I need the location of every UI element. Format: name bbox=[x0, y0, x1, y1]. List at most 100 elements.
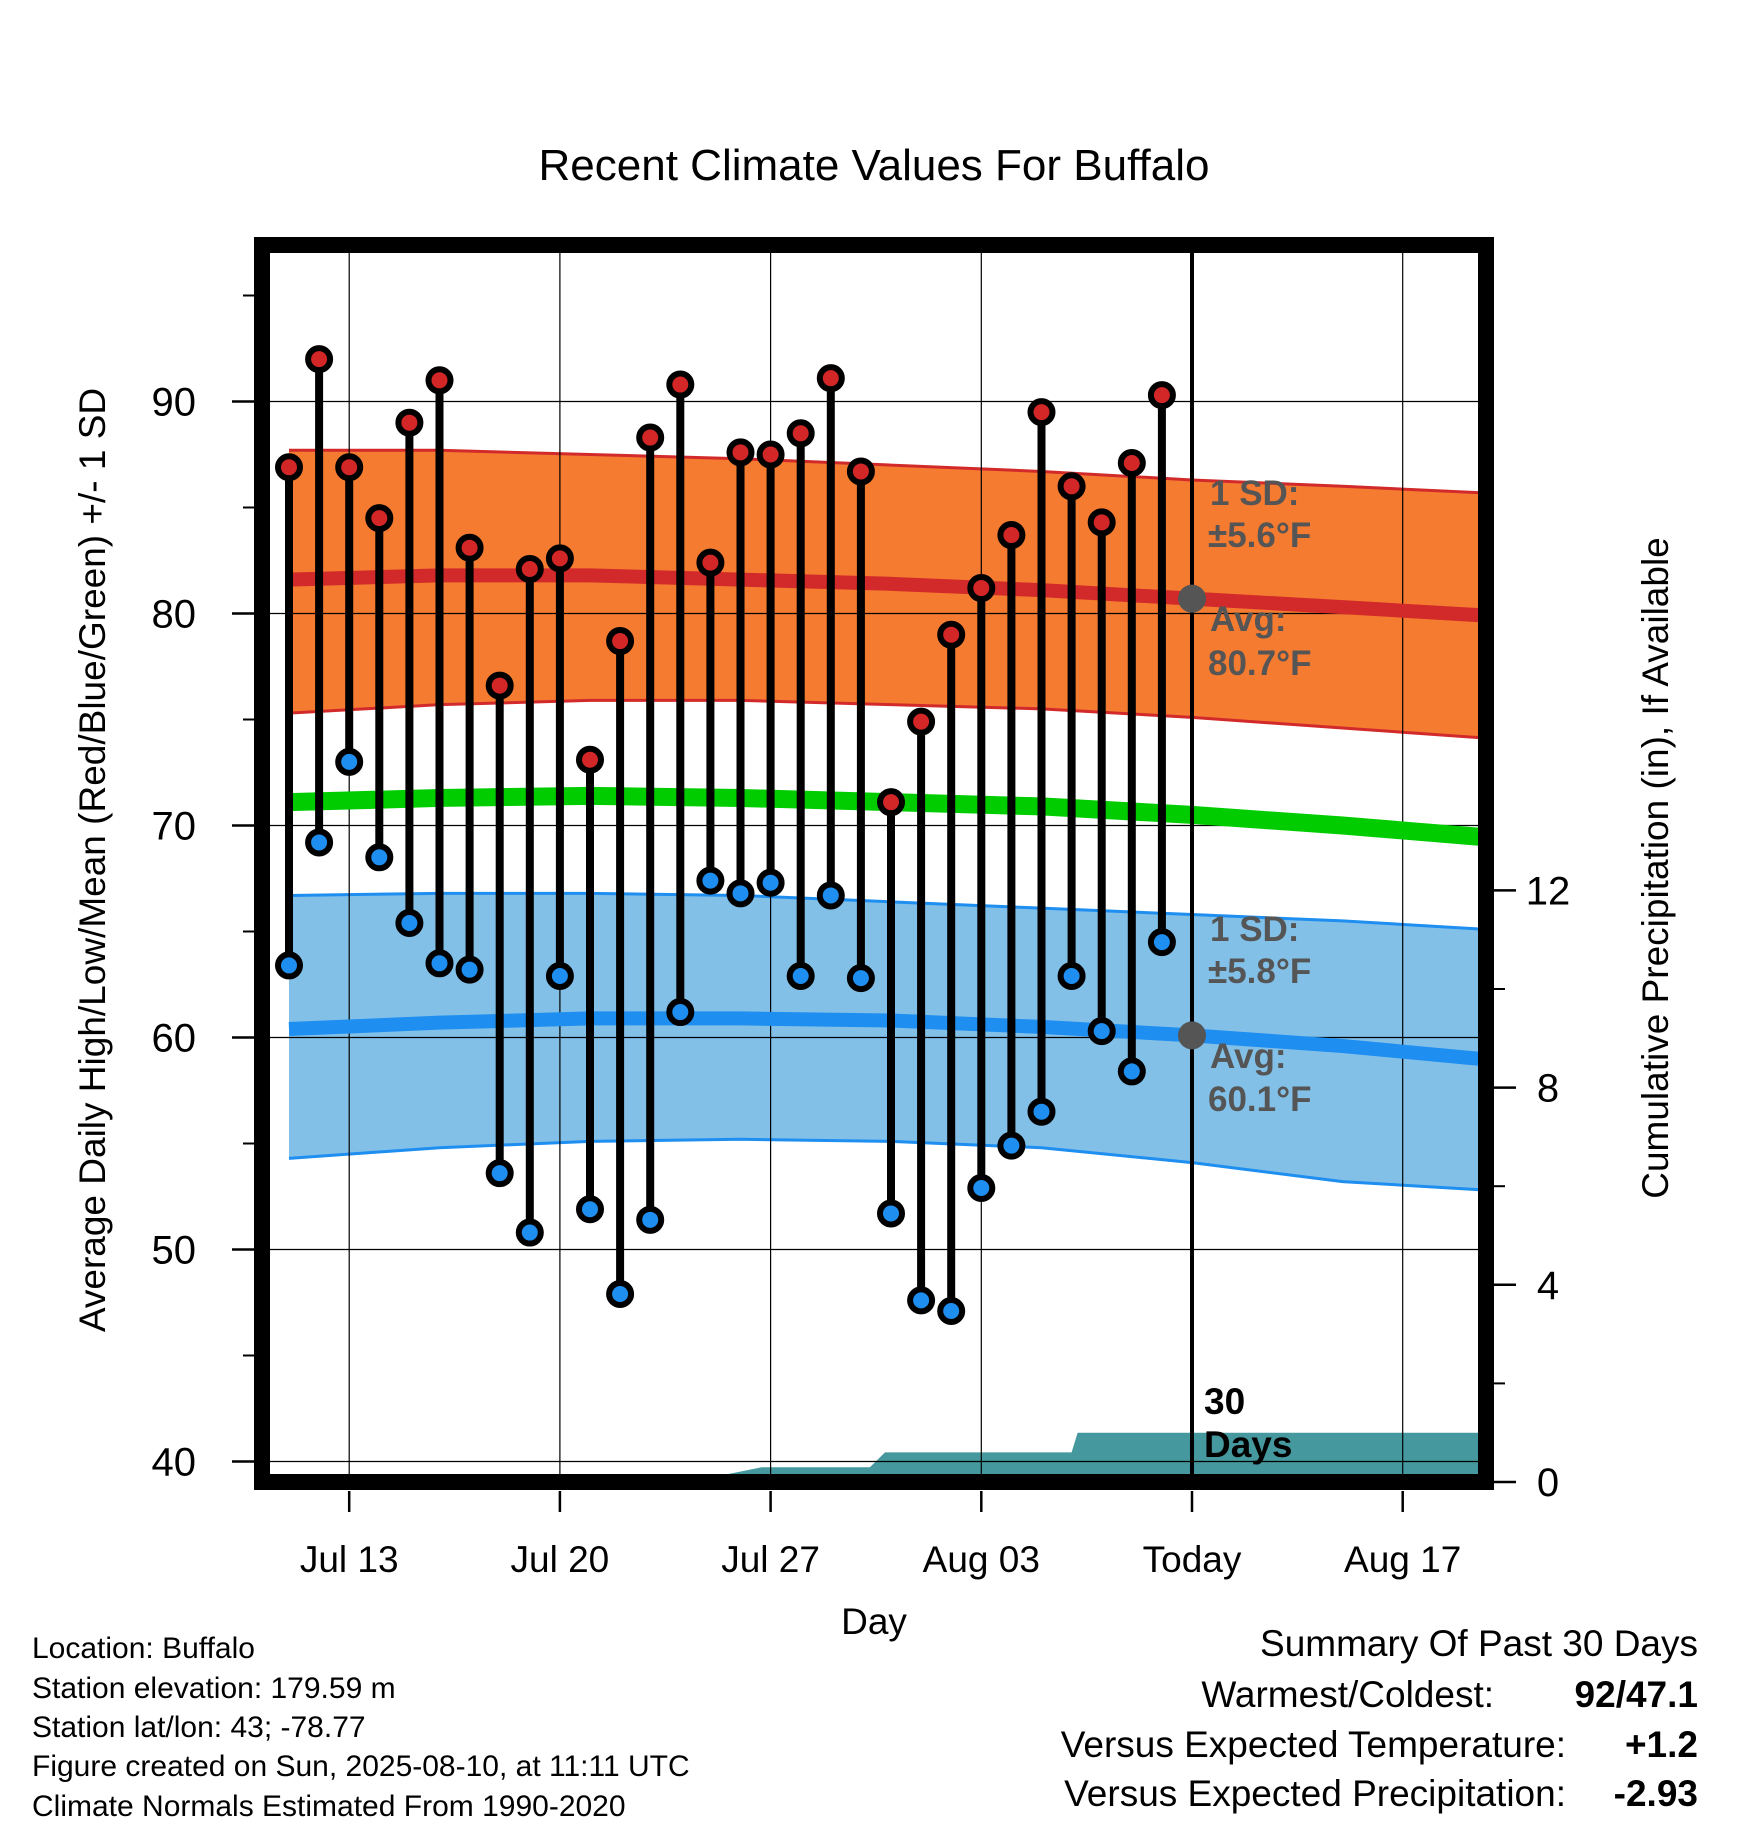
daily-high-point bbox=[1087, 508, 1116, 537]
y-tick-label: 70 bbox=[152, 805, 197, 849]
daily-low-point bbox=[726, 879, 755, 908]
daily-low-point bbox=[275, 951, 303, 980]
daily-low-point bbox=[1147, 928, 1176, 957]
plot-frame bbox=[254, 237, 1494, 1490]
daily-high-point bbox=[666, 370, 695, 399]
days-word-label: Days bbox=[1204, 1424, 1292, 1465]
daily-low-point bbox=[425, 949, 454, 978]
daily-high-point bbox=[726, 438, 755, 467]
summary-precip-label: Versus Expected Precipitation: bbox=[1064, 1773, 1566, 1814]
x-tick-label: Jul 13 bbox=[300, 1539, 399, 1580]
y-tick-label: 40 bbox=[152, 1441, 197, 1485]
daily-high-point bbox=[786, 419, 815, 448]
daily-low-point bbox=[967, 1174, 996, 1203]
x-tick-label: Jul 27 bbox=[721, 1539, 820, 1580]
daily-high-point bbox=[816, 364, 845, 393]
y-tick-label: 90 bbox=[152, 381, 197, 425]
x-tick-label: Today bbox=[1143, 1539, 1242, 1580]
x-tick-label: Jul 20 bbox=[511, 1539, 610, 1580]
daily-low-point bbox=[1087, 1017, 1116, 1046]
daily-low-point bbox=[636, 1205, 665, 1234]
low-sd-label: 1 SD: bbox=[1210, 910, 1299, 949]
y-tick-label: 80 bbox=[152, 593, 197, 637]
daily-low-point bbox=[846, 964, 875, 993]
daily-high-point bbox=[756, 440, 785, 469]
daily-high-point bbox=[485, 671, 514, 700]
daily-low-point bbox=[816, 881, 845, 910]
daily-high-point bbox=[275, 453, 303, 482]
daily-high-point bbox=[696, 548, 725, 577]
daily-high-point bbox=[997, 521, 1026, 550]
daily-low-point bbox=[576, 1195, 604, 1224]
daily-low-point bbox=[937, 1296, 966, 1325]
high-sd-value: ±5.6°F bbox=[1208, 516, 1311, 555]
daily-low-point bbox=[756, 868, 785, 897]
footer-latlon: Station lat/lon: 43; -78.77 bbox=[32, 1711, 366, 1744]
daily-high-point bbox=[425, 366, 454, 395]
high-sd-band bbox=[289, 450, 1486, 739]
y2-tick-label: 4 bbox=[1537, 1264, 1559, 1308]
daily-low-point bbox=[877, 1199, 905, 1228]
daily-low-point bbox=[455, 955, 484, 984]
high-sd-label: 1 SD: bbox=[1210, 474, 1299, 513]
daily-high-point bbox=[545, 544, 574, 573]
daily-high-point bbox=[967, 574, 996, 603]
daily-high-point bbox=[606, 627, 635, 656]
daily-high-point bbox=[1147, 381, 1176, 410]
y2-tick-label: 12 bbox=[1526, 869, 1571, 913]
y2-tick-label: 0 bbox=[1537, 1461, 1559, 1505]
plot-area: 40 50 60 70 80 90 0 4 8 12 Jul 13 Jul 20 Jul 27 Aug 0… bbox=[152, 237, 1571, 1580]
y-tick-label: 50 bbox=[152, 1229, 197, 1273]
daily-high-point bbox=[1057, 472, 1086, 501]
daily-low-point bbox=[365, 843, 394, 872]
daily-low-point bbox=[395, 909, 424, 938]
daily-low-point bbox=[515, 1218, 544, 1247]
daily-high-point bbox=[395, 408, 424, 437]
high-sd-band-lower bbox=[288, 698, 1486, 740]
summary-warm-cold-value: 92/47.1 bbox=[1575, 1674, 1698, 1715]
high-avg-label: Avg: bbox=[1210, 600, 1286, 639]
daily-low-point bbox=[305, 828, 334, 857]
x-tick-label: Aug 03 bbox=[923, 1539, 1040, 1580]
chart-title: Recent Climate Values For Buffalo bbox=[539, 141, 1210, 190]
low-avg-label: Avg: bbox=[1210, 1037, 1286, 1076]
daily-high-point bbox=[576, 745, 604, 774]
daily-low-point bbox=[786, 962, 815, 991]
y2-tick-label: 8 bbox=[1537, 1067, 1559, 1111]
y2-axis-label: Cumulative Precipitation (in), If Availa… bbox=[1635, 537, 1676, 1199]
low-avg-value: 60.1°F bbox=[1208, 1080, 1312, 1119]
x-axis-label: Day bbox=[841, 1601, 907, 1642]
daily-high-point bbox=[907, 707, 936, 736]
daily-low-point bbox=[1027, 1097, 1056, 1126]
footer-created: Figure created on Sun, 2025-08-10, at 11… bbox=[32, 1750, 690, 1783]
daily-high-point bbox=[846, 457, 875, 486]
high-avg-marker bbox=[1178, 584, 1206, 613]
summary-temp-value: +1.2 bbox=[1625, 1724, 1698, 1765]
daily-low-point bbox=[1057, 962, 1086, 991]
low-sd-value: ±5.8°F bbox=[1208, 952, 1311, 991]
summary-warm-cold-label: Warmest/Coldest: bbox=[1201, 1674, 1494, 1715]
normal-high-line bbox=[288, 568, 1486, 623]
daily-low-point bbox=[997, 1131, 1026, 1160]
normal-mean-line bbox=[288, 786, 1486, 847]
daily-low-point bbox=[335, 747, 364, 776]
daily-high-point bbox=[1027, 398, 1056, 427]
summary-temp-label: Versus Expected Temperature: bbox=[1061, 1724, 1566, 1765]
daily-low-point bbox=[606, 1280, 635, 1309]
low-avg-marker bbox=[1178, 1021, 1206, 1050]
x-tick-label: Aug 17 bbox=[1344, 1539, 1461, 1580]
summary-title: Summary Of Past 30 Days bbox=[1260, 1623, 1698, 1664]
daily-low-point bbox=[666, 998, 695, 1027]
summary-precip-value: -2.93 bbox=[1614, 1773, 1698, 1814]
daily-low-point bbox=[485, 1159, 514, 1188]
daily-low-point bbox=[696, 866, 725, 895]
high-avg-value: 80.7°F bbox=[1208, 644, 1312, 683]
daily-high-point bbox=[1117, 448, 1146, 477]
daily-high-point bbox=[335, 453, 364, 482]
daily-high-point bbox=[636, 423, 665, 452]
daily-high-point bbox=[305, 345, 334, 374]
daily-low-point bbox=[545, 962, 574, 991]
days-count-label: 30 bbox=[1204, 1381, 1245, 1422]
footer-elevation: Station elevation: 179.59 m bbox=[32, 1672, 396, 1705]
